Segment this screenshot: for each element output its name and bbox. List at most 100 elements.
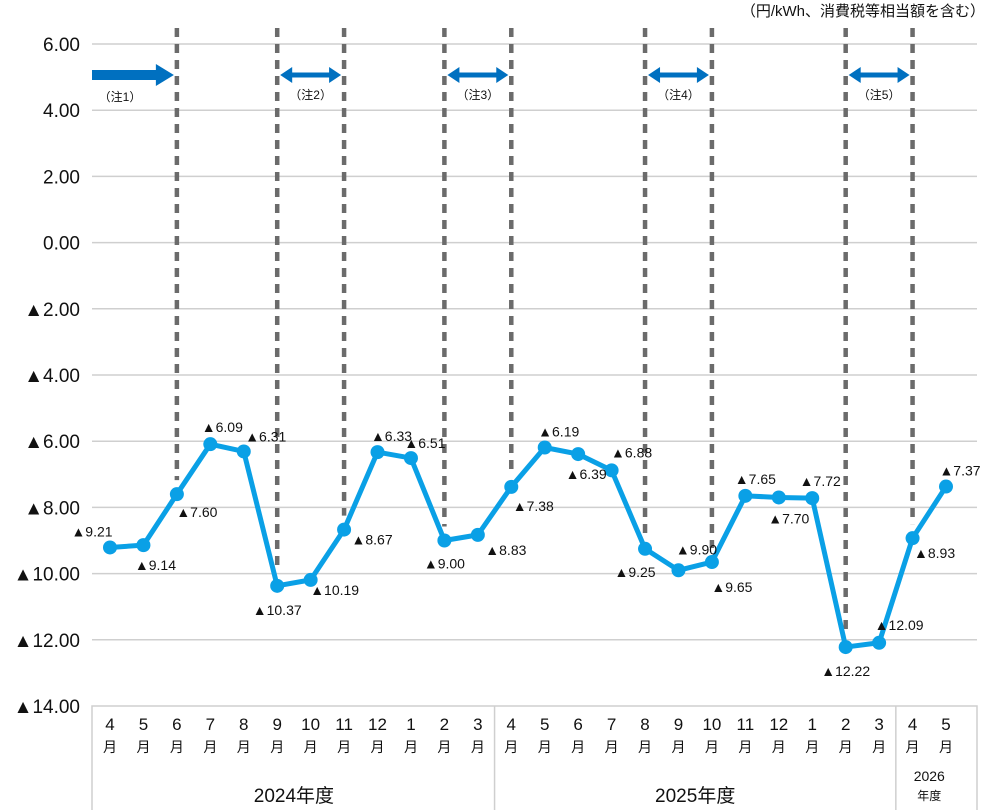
- data-point: [437, 533, 452, 548]
- data-point: [270, 578, 285, 593]
- x-tick-month: 4: [105, 715, 114, 734]
- x-tick-month: 6: [573, 715, 582, 734]
- data-label: ▲6.33: [371, 428, 412, 444]
- data-point: [939, 479, 953, 494]
- fiscal-year-label: 2024年度: [254, 785, 334, 807]
- x-tick-month: 7: [206, 715, 215, 734]
- y-tick-label: 0.00: [43, 234, 80, 255]
- data-point: [403, 451, 418, 466]
- data-label: ▲6.51: [404, 435, 445, 451]
- data-label: ▲12.09: [875, 617, 924, 633]
- x-tick-month-unit: 月: [605, 739, 619, 755]
- note-arrow-shaft: [457, 72, 499, 78]
- x-tick-month-unit: 月: [705, 739, 719, 755]
- units-label: （円/kWh、消費税等相当額を含む）: [741, 2, 985, 20]
- note-arrow-head: [155, 64, 174, 86]
- x-tick-month-unit: 月: [103, 739, 117, 755]
- data-label: ▲12.22: [821, 663, 870, 679]
- data-point: [169, 487, 184, 502]
- data-point: [638, 541, 653, 556]
- x-tick-month: 12: [368, 715, 387, 734]
- x-tick-month: 12: [769, 715, 788, 734]
- y-tick-label: ▲8.00: [24, 498, 80, 519]
- note-arrow-head-right: [496, 67, 509, 83]
- data-label: ▲10.37: [253, 602, 302, 618]
- y-tick-label: ▲2.00: [24, 300, 80, 321]
- x-tick-month: 9: [674, 715, 683, 734]
- data-point: [771, 490, 786, 505]
- x-tick-month: 9: [272, 715, 281, 734]
- x-tick-month: 10: [301, 715, 320, 734]
- note-arrow-head-right: [696, 67, 709, 83]
- x-tick-month: 2: [841, 715, 850, 734]
- fiscal-year-label: 2026: [914, 768, 945, 784]
- x-tick-month-unit: 月: [872, 739, 886, 755]
- data-point: [805, 491, 820, 506]
- data-label: ▲7.65: [735, 471, 776, 487]
- x-tick-month-unit: 月: [170, 739, 184, 755]
- note-arrow-head-right: [329, 67, 342, 83]
- x-tick-month-unit: 月: [237, 739, 251, 755]
- x-tick-month-unit: 月: [538, 739, 552, 755]
- data-point: [236, 444, 251, 459]
- data-point: [537, 440, 552, 455]
- data-label: ▲10.19: [310, 582, 359, 598]
- data-point: [337, 522, 352, 537]
- x-tick-month: 3: [874, 715, 883, 734]
- note-arrow-head-right: [897, 67, 910, 83]
- note-arrow-shaft: [92, 70, 158, 80]
- x-tick-month: 7: [607, 715, 616, 734]
- data-point: [671, 563, 686, 578]
- x-tick-month: 8: [640, 715, 649, 734]
- y-tick-label: ▲10.00: [14, 565, 80, 586]
- y-tick-label: ▲12.00: [14, 631, 80, 652]
- data-point: [303, 572, 318, 587]
- data-label: ▲8.93: [914, 545, 955, 561]
- data-label: ▲7.70: [768, 510, 809, 526]
- data-point: [370, 445, 385, 460]
- note-arrow-head-left: [648, 67, 661, 83]
- note-arrow-head-left: [848, 67, 861, 83]
- x-tick-month-unit: 月: [471, 739, 485, 755]
- x-tick-month-unit: 月: [571, 739, 585, 755]
- data-point: [872, 635, 887, 650]
- x-tick-month: 4: [908, 715, 917, 734]
- x-tick-month-unit: 月: [839, 739, 853, 755]
- x-tick-month: 8: [239, 715, 248, 734]
- data-point: [738, 488, 753, 503]
- x-tick-month-unit: 月: [906, 739, 920, 755]
- y-tick-label: ▲6.00: [24, 432, 80, 453]
- note-label: （注2）: [289, 87, 332, 102]
- x-tick-month-unit: 月: [504, 739, 518, 755]
- fiscal-year-label: 2025年度: [655, 785, 735, 807]
- data-label: ▲7.37: [939, 463, 980, 479]
- note-arrow-head-left: [447, 67, 460, 83]
- x-tick-month-unit: 月: [203, 739, 217, 755]
- x-tick-month-unit: 月: [671, 739, 685, 755]
- x-tick-month: 1: [406, 715, 415, 734]
- x-tick-month: 3: [473, 715, 482, 734]
- x-tick-month: 11: [737, 715, 755, 734]
- data-label: ▲9.25: [614, 564, 655, 580]
- x-tick-month-unit: 月: [136, 739, 150, 755]
- x-tick-month-unit: 月: [772, 739, 786, 755]
- data-point: [905, 531, 920, 546]
- data-point: [103, 540, 117, 555]
- data-label: ▲6.09: [202, 419, 243, 435]
- x-axis-box: [91, 705, 978, 810]
- data-label: ▲6.19: [538, 423, 579, 439]
- x-tick-month: 4: [507, 715, 516, 734]
- x-tick-month-unit: 月: [270, 739, 284, 755]
- y-tick-label: 4.00: [43, 101, 80, 122]
- note-label: （注5）: [858, 87, 901, 102]
- x-tick-month: 1: [808, 715, 817, 734]
- data-point: [203, 437, 218, 452]
- data-label: ▲9.65: [711, 579, 752, 595]
- data-label: ▲7.60: [176, 504, 217, 520]
- x-tick-month-unit: 月: [371, 739, 385, 755]
- y-tick-label: ▲4.00: [24, 366, 80, 387]
- note-arrow-head-left: [280, 67, 293, 83]
- data-label: ▲7.38: [513, 498, 554, 514]
- data-label: ▲9.21: [71, 523, 112, 539]
